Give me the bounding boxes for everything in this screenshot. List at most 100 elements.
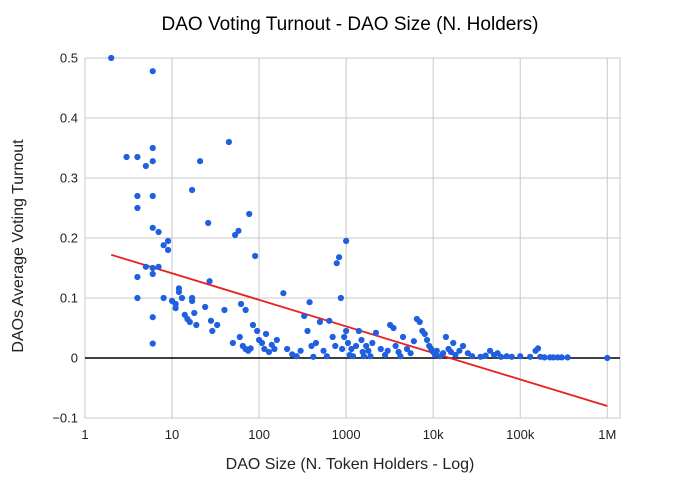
data-point — [452, 351, 459, 359]
data-point — [229, 339, 236, 347]
data-point — [134, 273, 141, 281]
data-point — [262, 330, 270, 338]
data-point — [252, 252, 259, 260]
data-point — [344, 339, 352, 347]
data-point — [316, 318, 324, 326]
x-axis-label: DAO Size (N. Token Holders - Log) — [226, 456, 475, 473]
y-tick-label: 0.2 — [60, 231, 78, 246]
data-point — [221, 306, 228, 314]
data-point — [482, 352, 489, 359]
data-point — [343, 327, 350, 335]
data-point — [308, 342, 315, 350]
data-point — [304, 327, 311, 335]
data-point — [134, 204, 141, 212]
y-tick-label: 0.3 — [60, 171, 78, 186]
data-point — [191, 309, 198, 317]
data-point — [450, 339, 457, 347]
data-point — [550, 354, 557, 361]
data-point — [337, 294, 344, 302]
data-point — [160, 242, 167, 249]
data-point — [517, 353, 524, 360]
data-point — [399, 333, 407, 341]
y-tick-label: 0.4 — [60, 111, 78, 126]
data-point — [236, 333, 243, 341]
data-point — [142, 263, 149, 270]
data-point — [134, 294, 141, 302]
data-point — [392, 342, 399, 350]
data-point — [440, 350, 447, 357]
data-point — [258, 339, 266, 347]
x-tick-label: 100k — [506, 427, 535, 442]
data-point — [365, 347, 372, 354]
x-tick-label: 1 — [81, 427, 88, 442]
data-point — [534, 345, 542, 352]
data-point — [341, 333, 348, 341]
y-tick-label: 0.1 — [60, 291, 78, 306]
data-point — [348, 345, 355, 353]
data-point — [352, 342, 360, 350]
data-point — [164, 237, 172, 245]
data-point — [280, 290, 287, 297]
data-point — [503, 353, 510, 360]
data-point — [358, 336, 365, 344]
data-point — [164, 246, 172, 254]
data-point — [447, 348, 455, 356]
data-point — [237, 300, 245, 308]
data-point — [271, 345, 278, 353]
data-point — [134, 153, 141, 161]
data-point — [363, 342, 370, 350]
data-point — [367, 353, 374, 360]
data-point — [206, 278, 213, 285]
data-point — [242, 306, 249, 314]
data-point — [397, 353, 404, 360]
data-point — [225, 138, 233, 146]
data-point — [172, 305, 179, 312]
data-point — [320, 347, 327, 354]
data-point — [301, 312, 308, 320]
data-point — [360, 353, 368, 360]
data-point — [207, 317, 215, 324]
data-point — [149, 224, 156, 231]
data-point — [149, 144, 156, 152]
data-point — [209, 327, 216, 335]
data-point — [175, 288, 183, 296]
data-point — [149, 192, 156, 200]
data-point — [541, 354, 548, 361]
data-point — [323, 353, 330, 360]
data-point — [193, 321, 200, 329]
data-point — [369, 339, 376, 347]
data-point — [349, 353, 357, 360]
y-axis-label: DAOs Average Voting Turnout — [10, 139, 27, 353]
data-point — [214, 321, 221, 329]
data-point — [247, 345, 254, 352]
data-point — [332, 342, 339, 350]
data-point — [333, 260, 340, 267]
data-point — [273, 336, 280, 344]
data-point — [249, 321, 257, 329]
data-point — [149, 68, 156, 75]
data-point — [196, 158, 204, 165]
x-tick-label: 1M — [598, 427, 616, 442]
data-point — [497, 353, 505, 360]
data-point — [403, 345, 411, 353]
data-point — [155, 263, 162, 270]
data-point — [604, 354, 611, 362]
data-point — [442, 333, 450, 341]
data-point — [149, 158, 156, 165]
data-point — [456, 347, 463, 354]
y-tick-label: 0.5 — [60, 51, 78, 66]
data-point — [407, 350, 414, 357]
data-point — [261, 345, 268, 353]
data-point — [416, 318, 423, 326]
data-point — [372, 329, 380, 336]
data-point — [160, 294, 167, 302]
x-tick-label: 1000 — [332, 427, 361, 442]
data-point — [377, 345, 384, 353]
data-point — [202, 303, 209, 311]
data-points — [108, 54, 611, 362]
data-point — [149, 340, 156, 347]
data-point — [231, 231, 239, 239]
data-point — [186, 318, 193, 326]
